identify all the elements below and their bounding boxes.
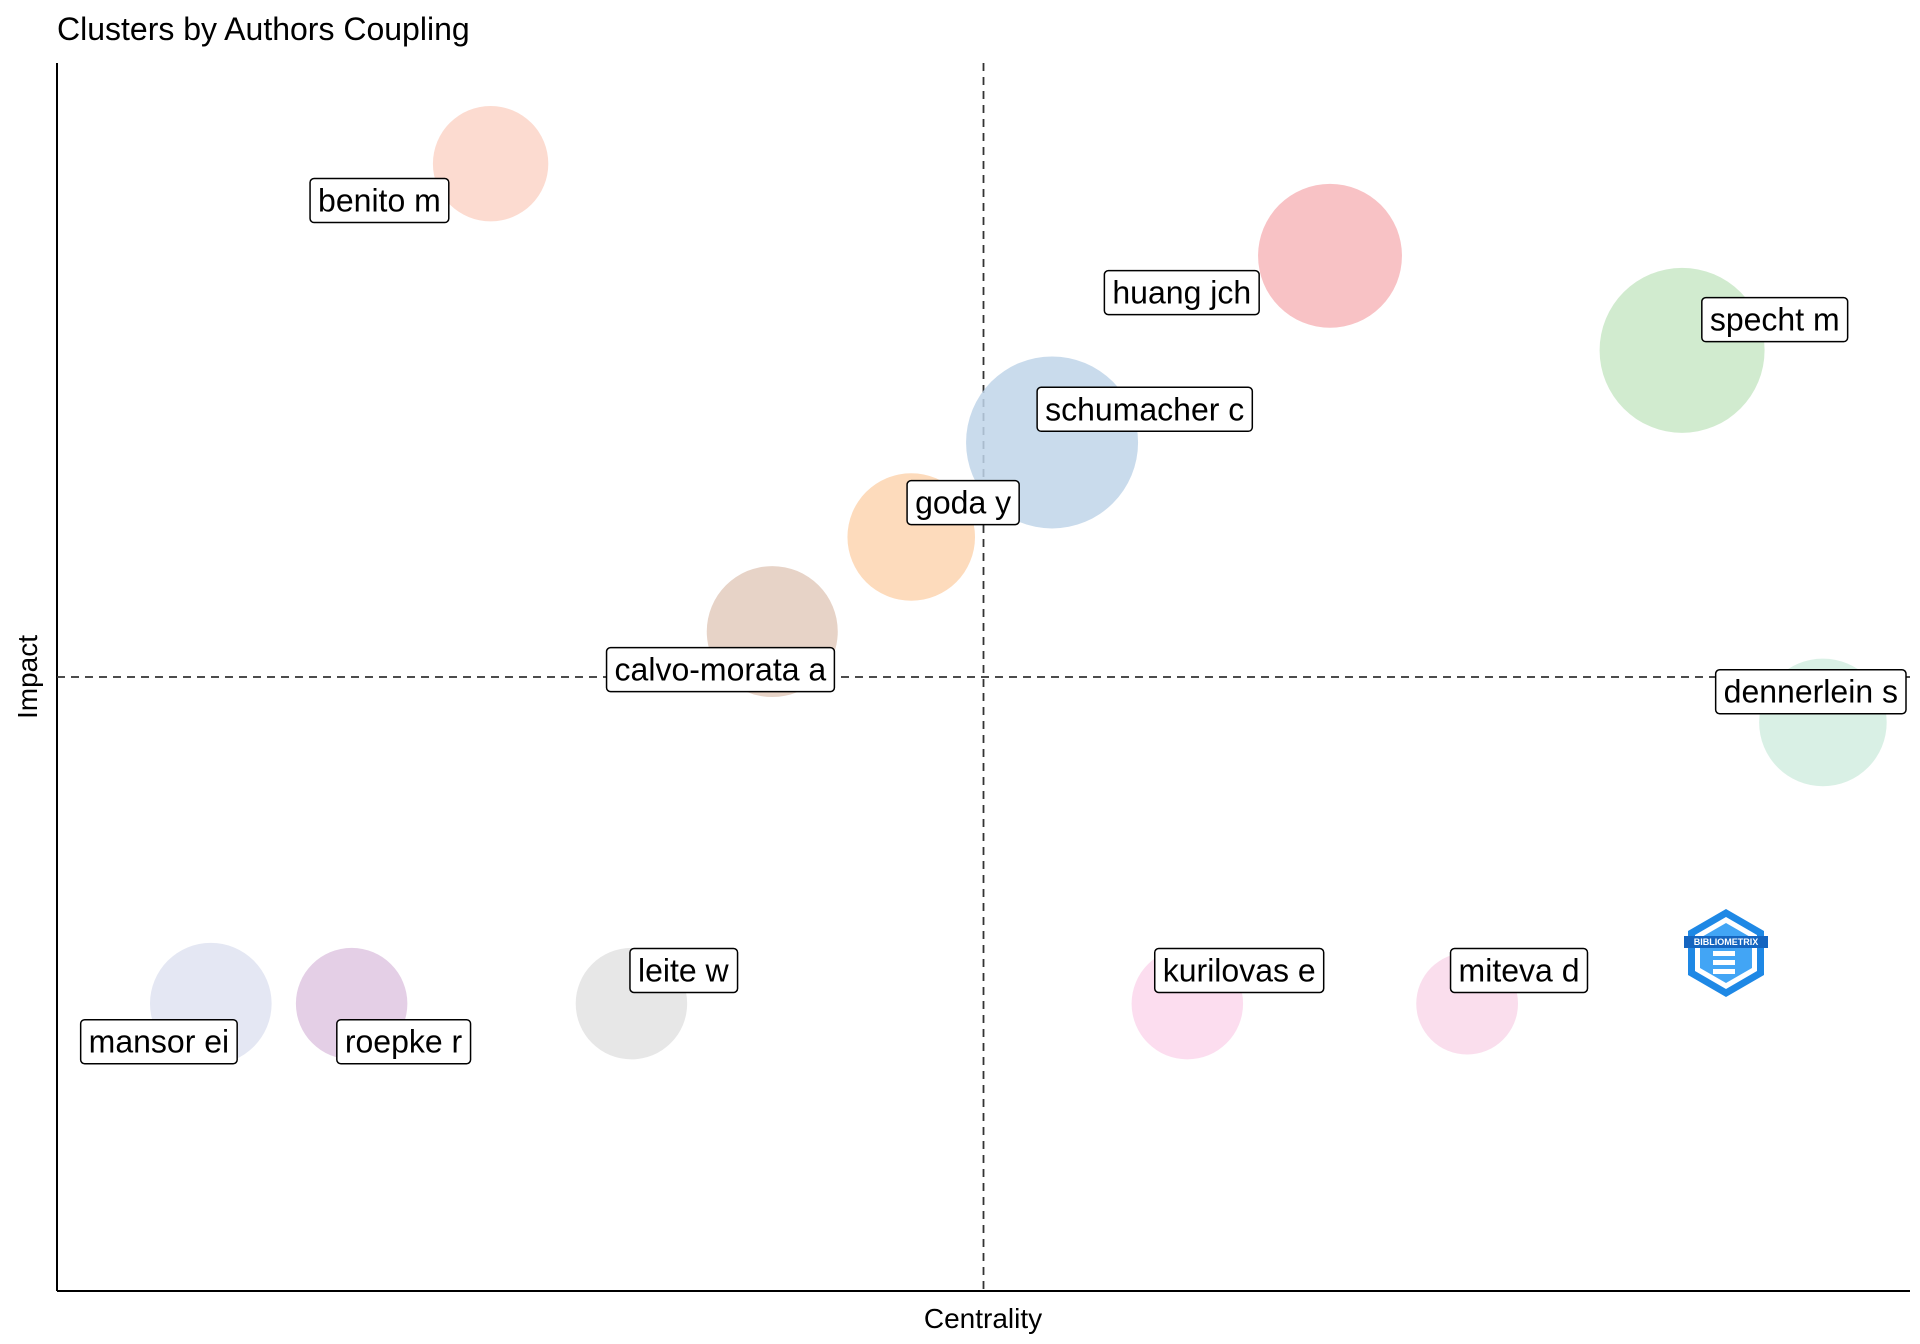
cluster-label: leite w bbox=[629, 947, 739, 994]
cluster-label-box bbox=[629, 947, 739, 994]
cluster-label: roepke r bbox=[336, 1018, 472, 1065]
cluster-label-text: specht m bbox=[1710, 302, 1840, 338]
cluster-label-box bbox=[1714, 668, 1907, 715]
plot-area: benito m huang jch specht m schumacher c god… bbox=[56, 63, 1910, 1292]
cluster-label-text: miteva d bbox=[1459, 952, 1580, 988]
cluster-bubble bbox=[1258, 183, 1402, 328]
logo-text: BIBLIOMETRIX bbox=[1694, 937, 1759, 947]
cluster-label: benito m bbox=[309, 177, 450, 224]
y-axis-title: Impact bbox=[12, 635, 43, 719]
cluster-label-text: schumacher c bbox=[1045, 391, 1244, 427]
cluster-label-text: kurilovas e bbox=[1163, 952, 1316, 988]
bubbles-layer bbox=[149, 106, 1887, 1065]
cluster-label-text: huang jch bbox=[1112, 275, 1251, 311]
cluster-label-box bbox=[309, 177, 450, 224]
cluster-bubble bbox=[432, 106, 549, 222]
cluster-label-text: dennerlein s bbox=[1724, 674, 1898, 710]
cluster-label: kurilovas e bbox=[1153, 947, 1325, 994]
cluster-label-box bbox=[79, 1018, 238, 1065]
cluster-label-box bbox=[1153, 947, 1325, 994]
cluster-label-text: calvo-morata a bbox=[615, 652, 827, 688]
cluster-label: calvo-morata a bbox=[605, 646, 836, 693]
cluster-label-box bbox=[1103, 269, 1260, 316]
cluster-bubble bbox=[1599, 267, 1765, 433]
bibliometrix-logo-icon: BIBLIOMETRIX bbox=[1684, 909, 1768, 997]
cluster-label-text: goda y bbox=[915, 485, 1011, 521]
cluster-label-box bbox=[336, 1018, 472, 1065]
labels-layer: benito m huang jch specht m schumacher c god… bbox=[79, 177, 1907, 1065]
cluster-label: schumacher c bbox=[1036, 386, 1254, 433]
cluster-label: miteva d bbox=[1449, 947, 1589, 994]
cluster-label-text: roepke r bbox=[345, 1024, 463, 1060]
x-axis-title: Centrality bbox=[924, 1303, 1042, 1334]
cluster-label: huang jch bbox=[1103, 269, 1260, 316]
cluster-label-box bbox=[605, 646, 836, 693]
cluster-label-text: mansor ei bbox=[89, 1024, 230, 1060]
cluster-label-text: benito m bbox=[318, 183, 441, 219]
cluster-label-box bbox=[906, 479, 1020, 526]
cluster-label-box bbox=[1701, 296, 1849, 343]
cluster-label: dennerlein s bbox=[1714, 668, 1907, 715]
cluster-label: specht m bbox=[1701, 296, 1849, 343]
cluster-label: goda y bbox=[906, 479, 1020, 526]
cluster-label: mansor ei bbox=[79, 1018, 238, 1065]
cluster-label-box bbox=[1449, 947, 1589, 994]
chart-title: Clusters by Authors Coupling bbox=[57, 11, 470, 47]
cluster-label-text: leite w bbox=[638, 952, 730, 988]
cluster-label-box bbox=[1036, 386, 1254, 433]
